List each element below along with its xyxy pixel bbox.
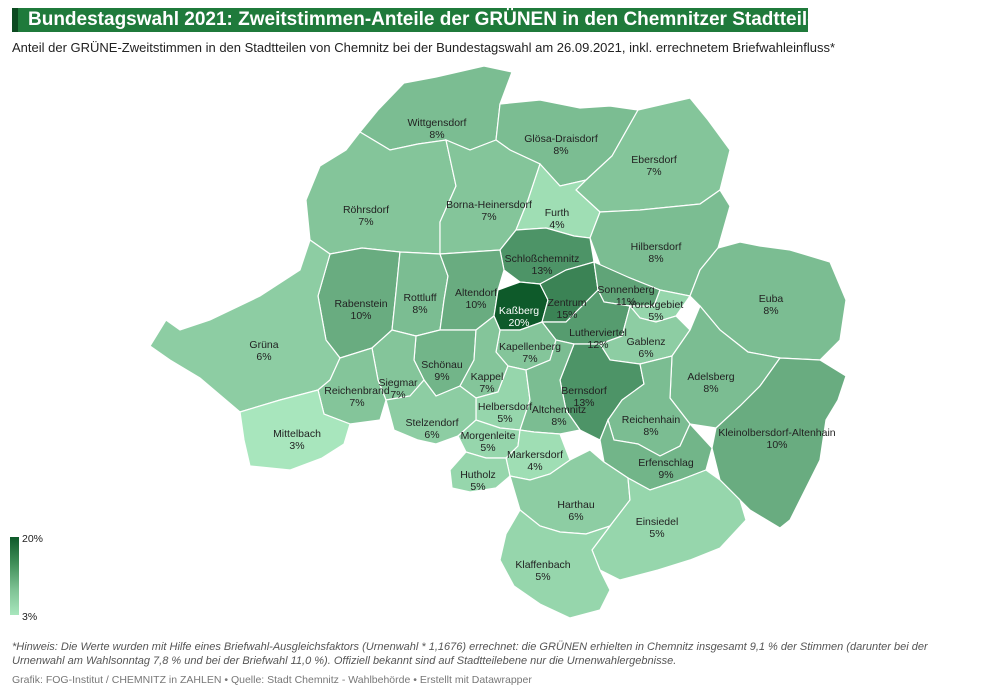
- district-value-erfenschlag: 9%: [658, 469, 673, 481]
- district-label-ebersdorf: Ebersdorf: [631, 154, 677, 166]
- district-value-kleinolbersdorf-altenhain: 10%: [766, 439, 787, 451]
- district-value-lutherviertel: 12%: [587, 339, 608, 351]
- title-bar: Bundestagswahl 2021: Zweitstimmen-Anteil…: [12, 8, 829, 32]
- district-value-kapellenberg: 7%: [522, 353, 537, 365]
- district-label-wittgensdorf: Wittgensdorf: [408, 117, 467, 129]
- district-value-furth: 4%: [549, 219, 564, 231]
- district-value-harthau: 6%: [568, 511, 583, 523]
- district-label-euba: Euba: [759, 293, 784, 305]
- district-value-altendorf: 10%: [465, 299, 486, 311]
- district-value-adelsberg: 8%: [703, 383, 718, 395]
- district-label-kappel: Kappel: [471, 371, 504, 383]
- district-label-altendorf: Altendorf: [455, 287, 497, 299]
- district-label-schönau: Schönau: [421, 359, 463, 371]
- district-value-glösa-draisdorf: 8%: [553, 145, 568, 157]
- district-value-ebersdorf: 7%: [646, 166, 661, 178]
- district-label-gablenz: Gablenz: [626, 336, 665, 348]
- district-label-reichenbrand: Reichenbrand: [324, 385, 390, 397]
- district-value-kaßberg: 20%: [508, 317, 529, 329]
- district-label-reichenhain: Reichenhain: [622, 414, 681, 426]
- district-value-euba: 8%: [763, 305, 778, 317]
- district-label-zentrum: Zentrum: [547, 297, 586, 309]
- district-altchemnitz[interactable]: [519, 339, 582, 435]
- district-value-röhrsdorf: 7%: [358, 216, 373, 228]
- district-label-hutholz: Hutholz: [460, 469, 496, 481]
- district-label-glösa-draisdorf: Glösa-Draisdorf: [524, 133, 598, 145]
- credits: Grafik: FOG-Institut / CHEMNITZ in ZAHLE…: [12, 674, 532, 686]
- legend-min-label: 3%: [22, 611, 38, 623]
- district-label-klaffenbach: Klaffenbach: [515, 559, 570, 571]
- color-legend: 20% 3%: [8, 533, 68, 623]
- districts-layer: [149, 65, 847, 619]
- district-label-röhrsdorf: Röhrsdorf: [343, 204, 389, 216]
- district-label-stelzendorf: Stelzendorf: [405, 417, 458, 429]
- district-label-kleinolbersdorf-altenhain: Kleinolbersdorf-Altenhain: [718, 427, 835, 439]
- district-value-reichenhain: 8%: [643, 426, 658, 438]
- district-stelzendorf[interactable]: [385, 379, 477, 445]
- district-label-einsiedel: Einsiedel: [636, 516, 679, 528]
- district-label-kapellenberg: Kapellenberg: [499, 341, 561, 353]
- district-label-helbersdorf: Helbersdorf: [478, 401, 532, 413]
- district-value-klaffenbach: 5%: [535, 571, 550, 583]
- district-klaffenbach[interactable]: [499, 509, 612, 619]
- district-label-bernsdorf: Bernsdorf: [561, 385, 607, 397]
- district-label-siegmar: Siegmar: [378, 377, 418, 389]
- district-value-kappel: 7%: [479, 383, 494, 395]
- legend-gradient: [10, 537, 19, 615]
- district-label-harthau: Harthau: [557, 499, 595, 511]
- district-mittelbach[interactable]: [239, 389, 351, 471]
- footnote: *Hinweis: Die Werte wurden mit Hilfe ein…: [12, 641, 928, 667]
- legend-max-label: 20%: [22, 533, 44, 545]
- district-label-furth: Furth: [545, 207, 570, 219]
- district-value-schönau: 9%: [434, 371, 449, 383]
- district-value-einsiedel: 5%: [649, 528, 664, 540]
- district-röhrsdorf[interactable]: [305, 131, 457, 255]
- district-label-schloßchemnitz: Schloßchemnitz: [505, 253, 580, 265]
- district-value-wittgensdorf: 8%: [429, 129, 444, 141]
- district-value-altchemnitz: 8%: [551, 416, 566, 428]
- district-value-stelzendorf: 6%: [424, 429, 439, 441]
- district-value-grüna: 6%: [256, 351, 271, 363]
- district-label-sonnenberg: Sonnenberg: [597, 284, 654, 296]
- district-value-zentrum: 15%: [556, 309, 577, 321]
- district-value-yorckgebiet: 5%: [648, 311, 663, 323]
- district-value-rabenstein: 10%: [350, 310, 371, 322]
- district-value-gablenz: 6%: [638, 348, 653, 360]
- district-label-lutherviertel: Lutherviertel: [569, 327, 627, 339]
- district-label-adelsberg: Adelsberg: [687, 371, 734, 383]
- district-value-helbersdorf: 5%: [497, 413, 512, 425]
- district-kleinolbersdorf-altenhain[interactable]: [711, 357, 847, 529]
- district-value-hutholz: 5%: [470, 481, 485, 493]
- district-label-rottluff: Rottluff: [403, 292, 436, 304]
- district-label-kaßberg: Kaßberg: [499, 305, 539, 317]
- district-label-altchemnitz: Altchemnitz: [532, 404, 586, 416]
- district-value-morgenleite: 5%: [480, 442, 495, 454]
- district-label-grüna: Grüna: [249, 339, 278, 351]
- district-value-sonnenberg: 11%: [616, 296, 636, 308]
- district-value-rottluff: 8%: [412, 304, 427, 316]
- district-value-hilbersdorf: 8%: [648, 253, 663, 265]
- chart-subtitle: Anteil der GRÜNE-Zweitstimmen in den Sta…: [12, 40, 836, 55]
- district-grüna[interactable]: [149, 239, 341, 413]
- district-value-reichenbrand: 7%: [349, 397, 364, 409]
- chart-title: Bundestagswahl 2021: Zweitstimmen-Anteil…: [28, 9, 830, 30]
- district-label-erfenschlag: Erfenschlag: [638, 457, 694, 469]
- district-label-rabenstein: Rabenstein: [334, 298, 387, 310]
- district-value-markersdorf: 4%: [527, 461, 542, 473]
- district-value-borna-heinersdorf: 7%: [481, 211, 496, 223]
- district-label-yorckgebiet: Yorckgebiet: [629, 299, 684, 311]
- district-value-siegmar: 7%: [390, 389, 405, 401]
- district-value-schloßchemnitz: 13%: [531, 265, 552, 277]
- district-value-bernsdorf: 13%: [573, 397, 594, 409]
- district-label-hilbersdorf: Hilbersdorf: [631, 241, 682, 253]
- district-label-borna-heinersdorf: Borna-Heinersdorf: [446, 199, 532, 211]
- district-value-mittelbach: 3%: [289, 440, 304, 452]
- district-label-morgenleite: Morgenleite: [461, 430, 516, 442]
- district-label-markersdorf: Markersdorf: [507, 449, 563, 461]
- district-label-mittelbach: Mittelbach: [273, 428, 321, 440]
